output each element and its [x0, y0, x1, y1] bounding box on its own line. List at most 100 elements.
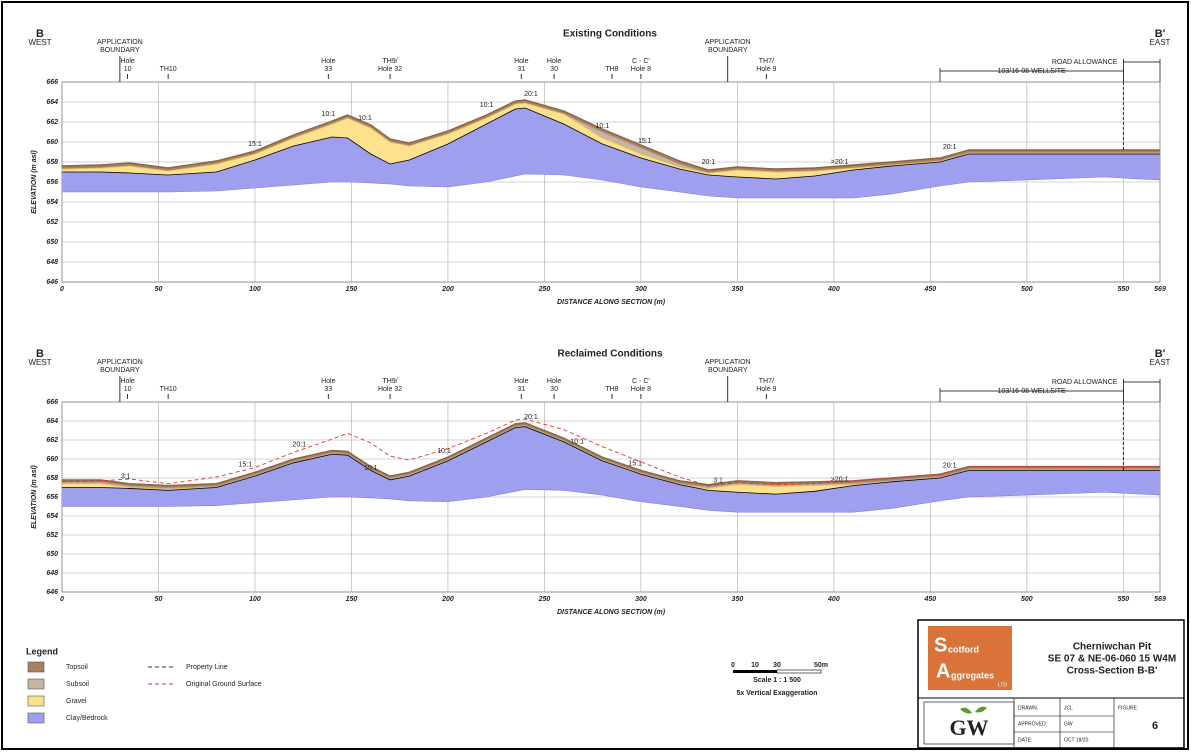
x-tick-label: 500 [1021, 286, 1033, 293]
scale-bar [733, 670, 777, 673]
marker-label: TH7/ [759, 378, 774, 385]
title-line: SE 07 & NE-06-060 15 W4M [1048, 654, 1176, 665]
field-value: GW [1064, 721, 1073, 727]
x-axis-label: DISTANCE ALONG SECTION (m) [557, 609, 666, 616]
y-tick-label: 660 [46, 456, 58, 463]
marker-label: TH10 [160, 66, 177, 73]
logo2-text: GW [949, 715, 988, 740]
marker-label: Hole [514, 58, 529, 65]
scale-bar [776, 669, 822, 674]
marker-label: Hole [547, 378, 562, 385]
marker-label: BOUNDARY [100, 47, 140, 54]
slope-label: 20:1 [524, 91, 538, 98]
section-side: WEST [28, 38, 51, 47]
legend-label: Gravel [66, 698, 87, 705]
slope-label: 15:1 [248, 141, 262, 148]
x-tick-label: 200 [441, 596, 454, 603]
logo-text: cotford [948, 644, 979, 654]
y-tick-label: 666 [46, 79, 58, 86]
marker-label: 30 [550, 66, 558, 73]
y-tick-label: 652 [46, 219, 58, 226]
marker-label: 30 [550, 386, 558, 393]
scale-label: 10 [751, 662, 759, 669]
extent-label: 103/16-06 WELLSITE [998, 68, 1066, 75]
section-letter: B' [1155, 28, 1166, 40]
marker-label: 10 [124, 386, 132, 393]
y-tick-label: 650 [46, 551, 58, 558]
field-value: OCT 18/20 [1064, 737, 1089, 743]
slope-label: 10:1 [570, 439, 584, 446]
layer-fill [62, 108, 1160, 198]
layer-top [62, 426, 1160, 495]
scale-label: 50m [814, 662, 828, 669]
y-tick-label: 658 [46, 159, 58, 166]
logo-text: LTD [998, 682, 1007, 688]
title-line: Cherniwchan Pit [1073, 642, 1152, 653]
logo2-box [923, 701, 1015, 745]
slope-label: 15:1 [628, 460, 642, 467]
legend-label: Topsoil [66, 664, 88, 671]
x-tick-label: 350 [732, 596, 744, 603]
layer-fill [62, 426, 1160, 513]
x-tick-label: 300 [635, 596, 647, 603]
layer-top [62, 424, 1160, 489]
slope-label: 10:1 [596, 123, 610, 130]
y-tick-label: 646 [46, 589, 58, 596]
slope-label: 20:1 [943, 144, 957, 151]
scale-text: Scale 1 : 1 500 [753, 677, 801, 684]
marker-label: Hole [120, 58, 135, 65]
marker-label: APPLICATION [97, 359, 143, 366]
y-tick-label: 656 [46, 494, 58, 501]
x-tick-label: 250 [538, 286, 551, 293]
y-tick-label: 666 [46, 399, 58, 406]
slope-label: 20:1 [943, 462, 957, 469]
marker-label: Hole 32 [378, 66, 402, 73]
x-tick-label: 550 [1117, 596, 1129, 603]
y-tick-label: 660 [46, 139, 58, 146]
figure-label: FIGURE: [1118, 705, 1138, 711]
x-axis-label: DISTANCE ALONG SECTION (m) [557, 299, 666, 306]
y-tick-label: 658 [46, 475, 58, 482]
layer-fill [62, 103, 1160, 173]
legend-swatch [27, 695, 45, 707]
marker-label: APPLICATION [705, 39, 751, 46]
marker-label: BOUNDARY [100, 367, 140, 374]
legend-swatch [27, 661, 45, 673]
x-tick-label: 400 [827, 286, 840, 293]
y-tick-label: 654 [46, 199, 58, 206]
title-line: Cross-Section B-B' [1067, 666, 1158, 677]
logo-letter: S [934, 634, 947, 656]
x-tick-label: 550 [1117, 286, 1129, 293]
marker-label: Hole 32 [378, 386, 402, 393]
x-tick-label: 50 [155, 286, 163, 293]
y-tick-label: 648 [46, 259, 58, 266]
marker-label: 33 [324, 66, 332, 73]
y-tick-label: 656 [46, 179, 58, 186]
x-tick-label: 250 [538, 596, 551, 603]
marker-label: C - C' [632, 58, 650, 65]
marker-label: BOUNDARY [708, 47, 748, 54]
layer-base [62, 173, 1161, 199]
legend-label: Subsoil [66, 681, 89, 688]
logo-letter: A [936, 660, 950, 682]
x-tick-label: 450 [924, 286, 937, 293]
x-tick-label: 0 [60, 286, 64, 293]
legend-title: Legend [26, 646, 58, 656]
x-tick-label: 150 [346, 286, 358, 293]
x-tick-label: 100 [249, 596, 261, 603]
y-tick-label: 648 [46, 570, 58, 577]
y-tick-label: 650 [46, 239, 58, 246]
marker-label: Hole 8 [631, 66, 651, 73]
extent-label: ROAD ALLOWANCE [1052, 379, 1118, 386]
marker-label: 31 [517, 66, 525, 73]
x-tick-label: 200 [441, 286, 454, 293]
x-tick-label: 350 [732, 286, 744, 293]
extent-label: 103/16-06 WELLSITE [998, 388, 1066, 395]
scale-note: 5x Vertical Exaggeration [737, 690, 818, 697]
marker-label: 33 [324, 386, 332, 393]
section-side: EAST [1150, 358, 1171, 367]
scale-label: 30 [773, 662, 781, 669]
original-ground-line [61, 418, 1160, 487]
scale-label: 0 [731, 662, 735, 669]
